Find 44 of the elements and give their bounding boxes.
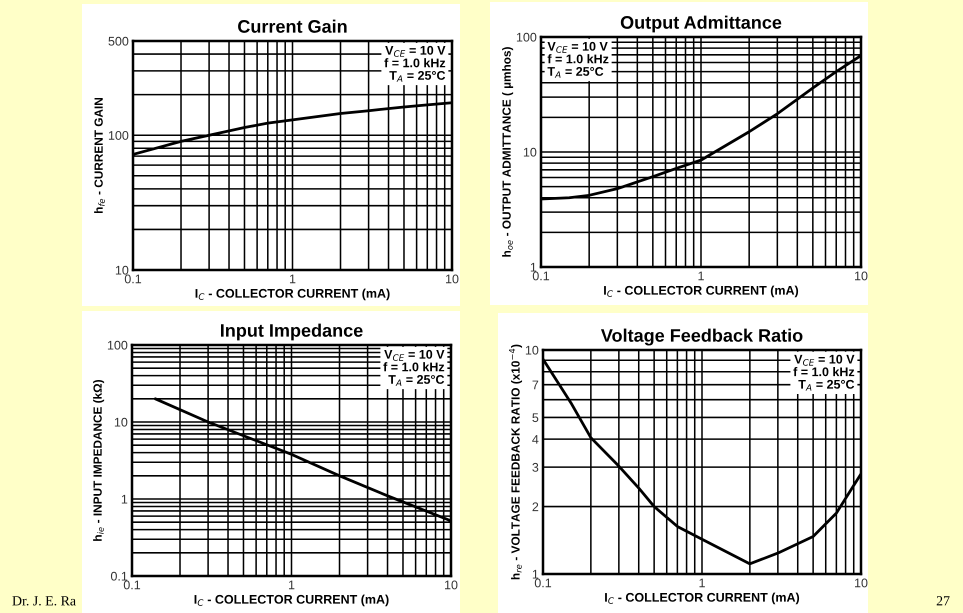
chart-title: Input Impedance bbox=[220, 324, 363, 340]
chart-title: Output Admittance bbox=[620, 16, 782, 32]
y-tick-label: 4 bbox=[532, 435, 538, 444]
x-axis-title: I$_{C}$ - COLLECTOR CURRENT (mA) bbox=[604, 286, 798, 298]
x-tick-label: 10 bbox=[446, 274, 458, 284]
chart-title: Voltage Feedback Ratio bbox=[600, 328, 802, 346]
y-tick-label: 3 bbox=[532, 462, 538, 472]
y-tick-label: 7 bbox=[532, 380, 538, 390]
x-tick-label: 10 bbox=[855, 578, 868, 588]
annotation: V$_{CE}$ = 10 V f = 1.0 kHz T$_{A}$ = 25°C bbox=[793, 354, 854, 391]
y-tick-label: 5 bbox=[532, 413, 538, 422]
y-axis-title: h$_{ie}$ - INPUT IMPEDANCE (kΩ) bbox=[93, 380, 104, 541]
annotation: V$_{CE}$ = 10 V f = 1.0 kHz T$_{A}$ = 25°C bbox=[547, 42, 608, 78]
chart-title: Current Gain bbox=[238, 20, 347, 33]
y-axis-title: h$_{re}$ - VOLTAGE FEEDBACK RATIO (x10$^{−4}$) bbox=[509, 344, 522, 580]
x-axis-title: I$_{C}$ - COLLECTOR CURRENT (mA) bbox=[605, 592, 800, 604]
x-tick-label: 1 bbox=[290, 274, 296, 284]
x-tick-label: 10 bbox=[855, 271, 868, 280]
text: 27 bbox=[936, 596, 950, 606]
y-tick-label: 10 bbox=[524, 148, 536, 157]
annotation: V$_{CE}$ = 10 V f = 1.0 kHz T$_{A}$ = 25°C bbox=[383, 350, 444, 386]
x-tick-label: 1 bbox=[698, 272, 704, 280]
x-tick-label: 1 bbox=[288, 580, 294, 590]
x-tick-label: 1 bbox=[699, 578, 705, 588]
x-axis-title: I$_{C}$ - COLLECTOR CURRENT (mA) bbox=[196, 288, 390, 300]
y-tick-label: 10 bbox=[114, 418, 128, 427]
x-tick-label: 0.1 bbox=[124, 580, 140, 590]
y-tick-label: 100 bbox=[516, 32, 536, 42]
y-tick-label: 100 bbox=[108, 340, 128, 350]
x-axis-title: I$_{C}$ - COLLECTOR CURRENT (mA) bbox=[194, 594, 389, 606]
y-tick-label: 10 bbox=[526, 346, 538, 355]
y-tick-label: 0.1 bbox=[110, 572, 128, 581]
annotation: V$_{CE}$ = 10 V f = 1.0 kHz T$_{A}$ = 25°C bbox=[384, 46, 446, 82]
y-axis-title: h$_{oe}$ - OUTPUT ADMITTANCE ( µmhos) bbox=[502, 47, 514, 257]
y-tick-label: 1 bbox=[530, 262, 536, 272]
y-tick-label: 1 bbox=[532, 570, 538, 579]
y-tick-label: 100 bbox=[108, 131, 128, 140]
y-axis-title: h$_{fe}$ - CURRENT GAIN bbox=[94, 98, 105, 214]
text: Dr. J. E. Ra bbox=[12, 596, 76, 606]
x-tick-label: 10 bbox=[445, 580, 458, 590]
x-tick-label: 0.1 bbox=[124, 274, 142, 284]
y-tick-label: 1 bbox=[122, 494, 128, 504]
y-tick-label: 500 bbox=[108, 36, 128, 46]
y-tick-label: 2 bbox=[532, 502, 538, 512]
